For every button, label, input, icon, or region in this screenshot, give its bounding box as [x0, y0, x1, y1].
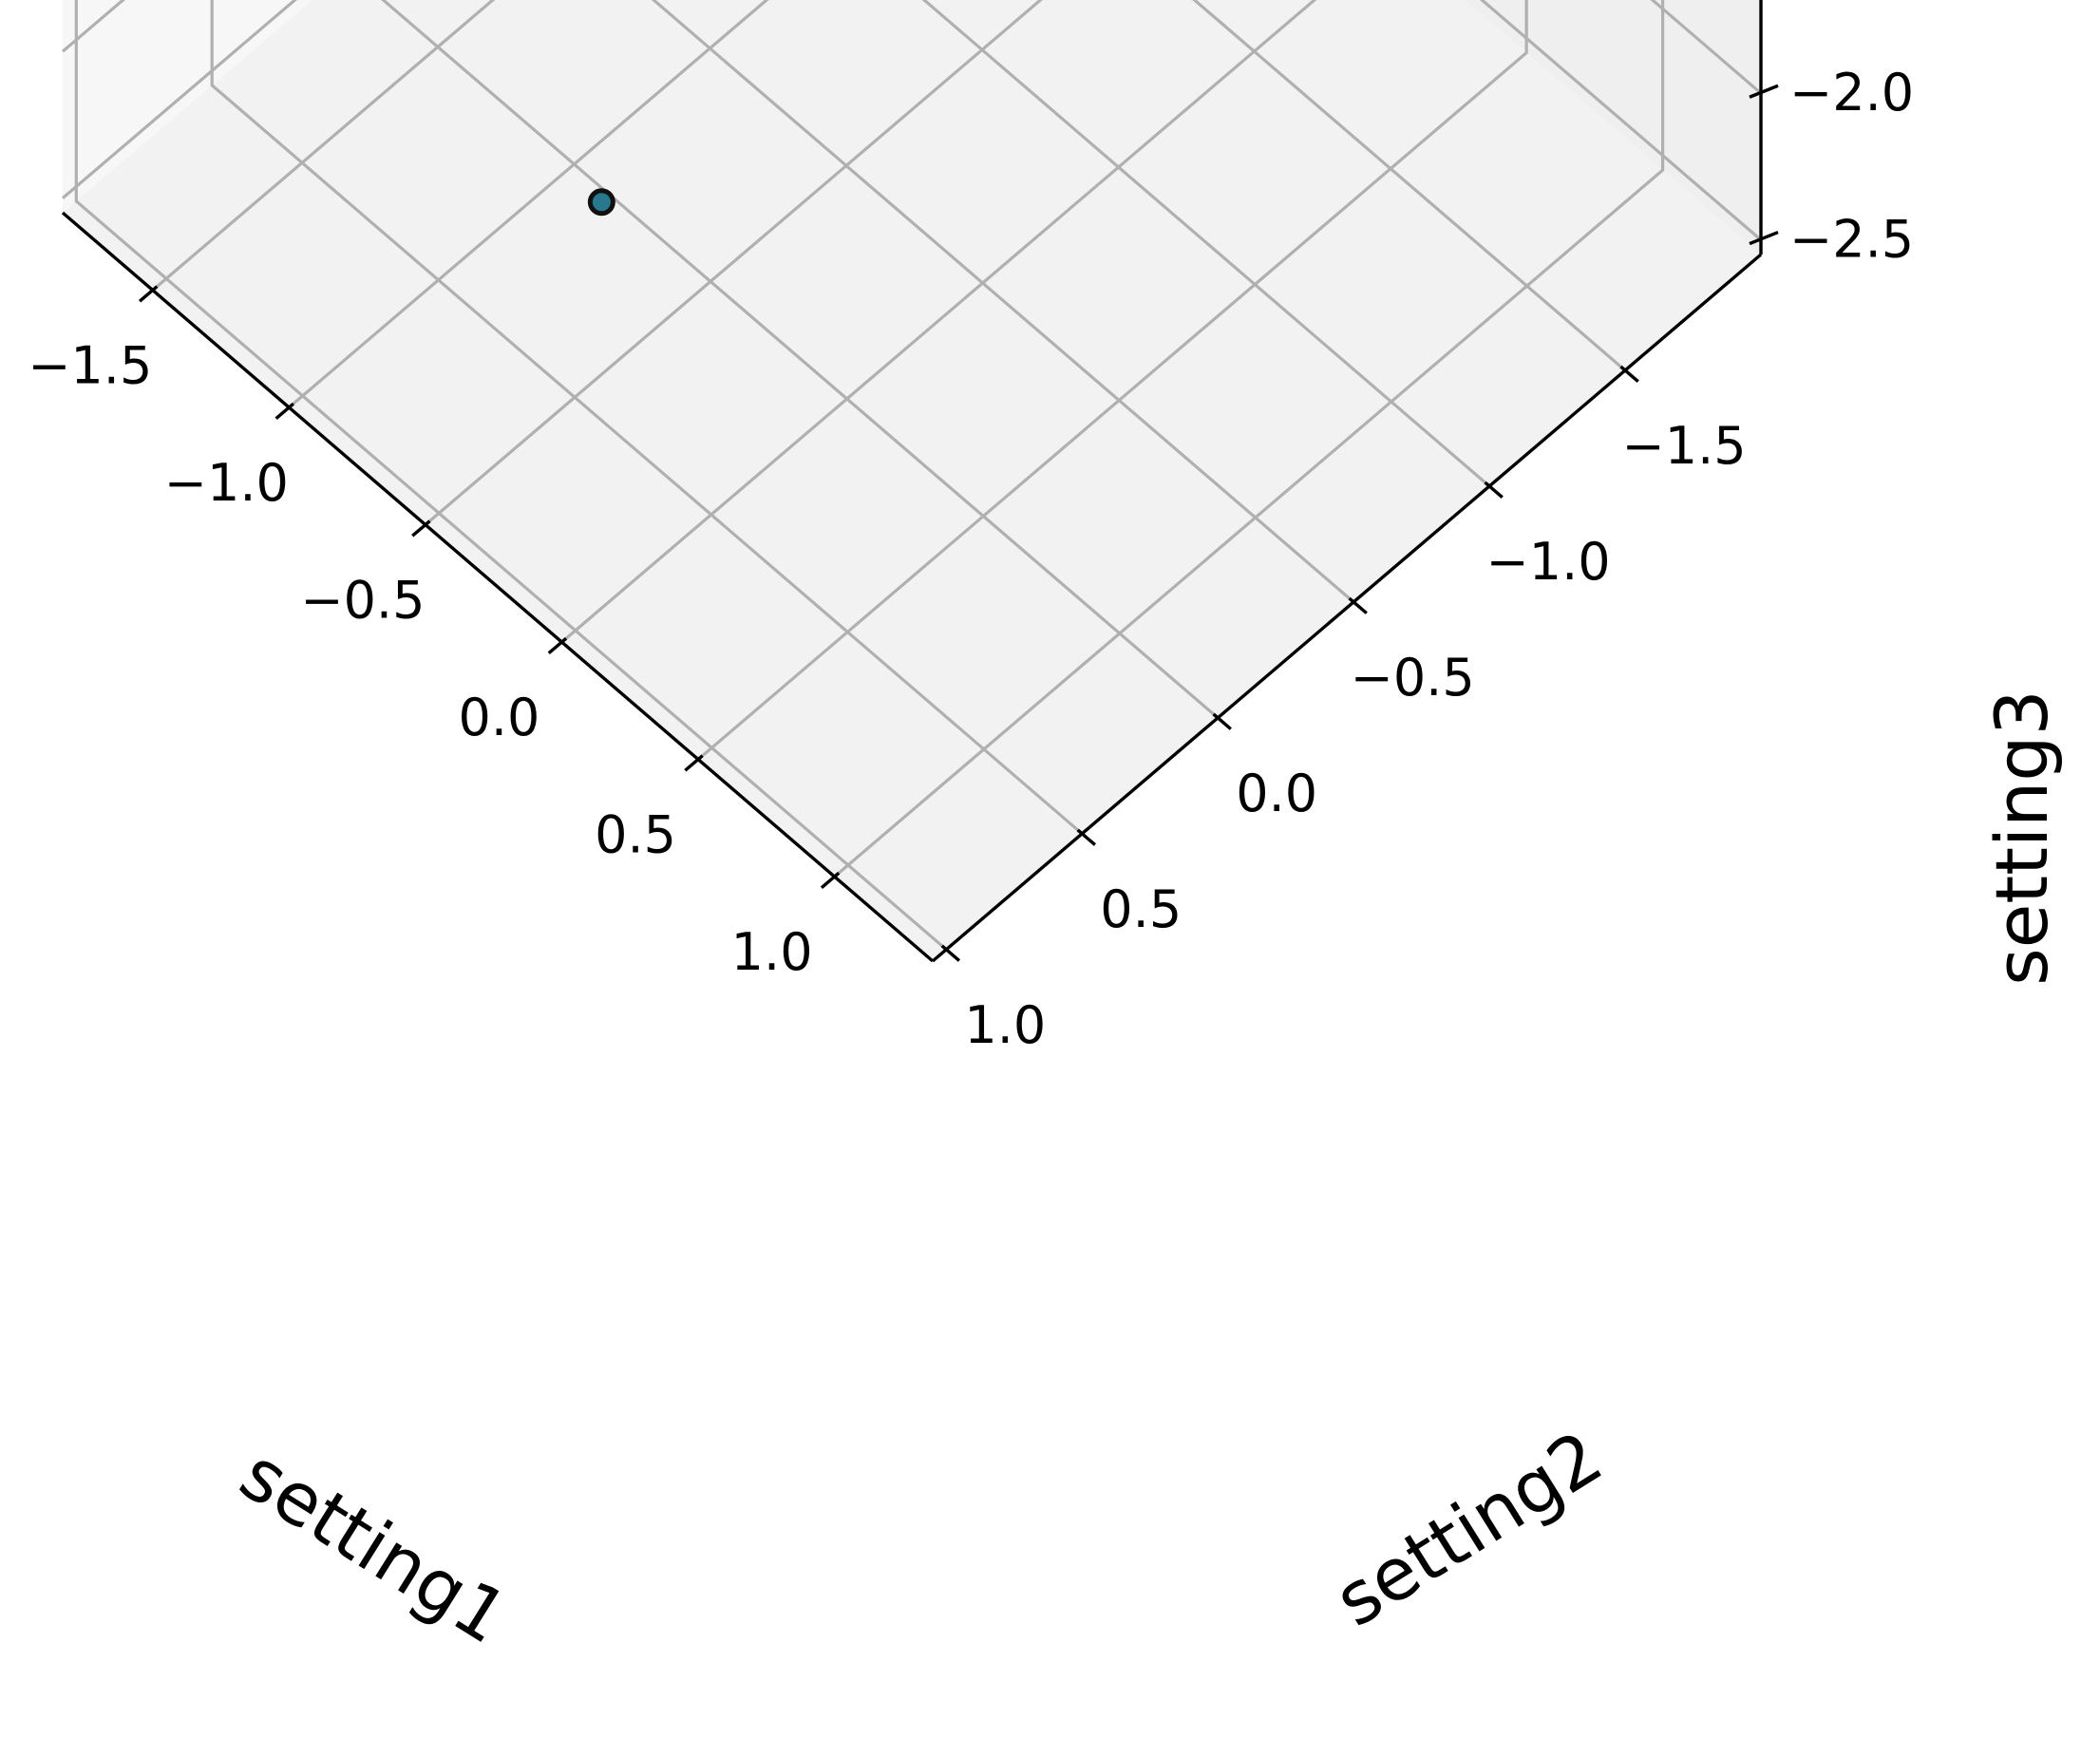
- z-tick-label: −2.5: [1789, 210, 1914, 270]
- y-tick: [1212, 712, 1232, 730]
- y-axis-label: setting2: [1320, 1414, 1617, 1643]
- z-tick-label: −2.0: [1789, 63, 1914, 123]
- x-tick: [547, 636, 568, 655]
- x-tick: [684, 754, 704, 772]
- x-gridline: [833, 0, 1665, 878]
- y-tick-label: −1.0: [1486, 532, 1611, 592]
- x-gridline: [560, 0, 1317, 644]
- y-gridline: [921, 0, 1491, 488]
- x-axis-label: setting1: [226, 1431, 522, 1660]
- pane-floor: [63, 0, 1761, 961]
- y-gridline: [210, 0, 1084, 836]
- z-axis-label: setting3: [1979, 689, 2064, 986]
- y-tick: [1348, 596, 1368, 614]
- y-gridline: [1192, 0, 1627, 372]
- x-tick: [274, 402, 295, 421]
- y-tick-label: −0.5: [1351, 648, 1475, 708]
- y-tick-label: −1.5: [1621, 416, 1746, 476]
- pane-left-wall: [63, 0, 312, 213]
- y-gridline: [74, 0, 948, 952]
- data-point: [587, 188, 615, 217]
- x-tick-label: −1.0: [164, 453, 289, 513]
- y-tick: [1484, 481, 1504, 499]
- x-axis-line: [61, 211, 935, 963]
- y-tick: [940, 944, 961, 962]
- y-tick-label: 0.5: [1100, 879, 1182, 939]
- y-tick: [1619, 365, 1639, 383]
- y-gridline: [381, 0, 1220, 720]
- x-tick-label: 0.5: [595, 805, 676, 865]
- x-tick-label: −0.5: [300, 571, 425, 631]
- x-tick: [138, 285, 159, 303]
- x-gridline: [697, 0, 1528, 761]
- x-gridline: [288, 0, 769, 409]
- x-tick-label: 1.0: [731, 922, 813, 982]
- x-gridline: [424, 0, 1043, 526]
- z-tick: [1749, 84, 1779, 99]
- z-tick: [1749, 230, 1779, 246]
- x-tick-label: −1.5: [28, 336, 152, 396]
- y-tick-label: 0.0: [1236, 764, 1317, 823]
- x-gridline: [151, 0, 496, 292]
- pane-right-wall: [1465, 0, 1761, 255]
- x-tick: [820, 871, 841, 890]
- y-tick: [1076, 828, 1097, 846]
- y-tick-label: 1.0: [964, 995, 1046, 1055]
- y-axis-line: [931, 253, 1763, 963]
- y-gridline: [651, 0, 1355, 604]
- x-tick: [411, 519, 431, 538]
- x-tick-label: 0.0: [459, 688, 540, 747]
